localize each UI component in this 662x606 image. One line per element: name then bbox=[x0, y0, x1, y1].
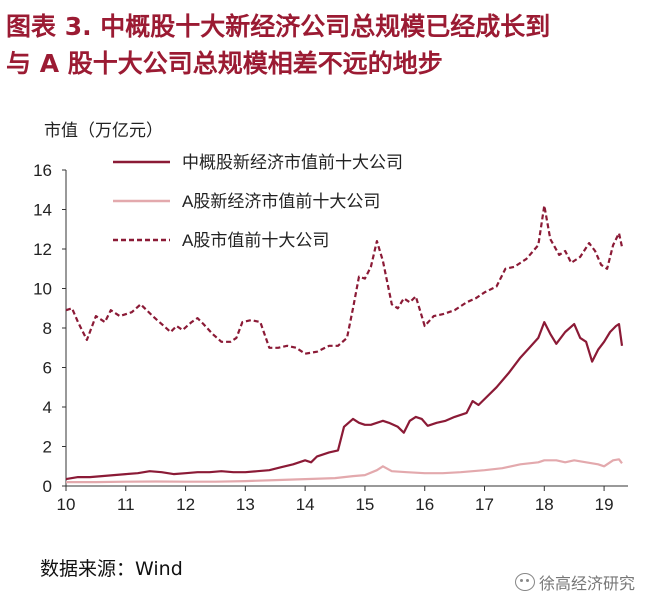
chart-title: 图表 3. 中概股十大新经济公司总规模已经成长到 与 A 股十大公司总规模相差不… bbox=[6, 8, 656, 82]
x-tick-label: 18 bbox=[535, 495, 554, 514]
wechat-icon bbox=[515, 573, 535, 591]
chart-title-line-1: 图表 3. 中概股十大新经济公司总规模已经成长到 bbox=[6, 12, 551, 41]
y-tick-label: 12 bbox=[33, 240, 52, 259]
x-tick-label: 11 bbox=[117, 495, 135, 514]
legend-label-3: A股市值前十大公司 bbox=[182, 231, 329, 250]
y-tick-label: 2 bbox=[43, 438, 52, 457]
x-tick-label: 12 bbox=[176, 495, 195, 514]
legend-label-2: A股新经济市值前十大公司 bbox=[182, 192, 380, 211]
y-axis-label: 市值（万亿元） bbox=[44, 121, 163, 141]
y-tick-label: 0 bbox=[43, 477, 52, 496]
x-tick-label: 15 bbox=[355, 495, 374, 514]
chart-title-line-2: 与 A 股十大公司总规模相差不远的地步 bbox=[6, 49, 443, 78]
series-line-2 bbox=[66, 458, 623, 484]
y-tick-label: 6 bbox=[43, 359, 52, 378]
x-tick-label: 14 bbox=[296, 495, 315, 514]
y-tick-label: 14 bbox=[33, 201, 52, 220]
series-line-3 bbox=[65, 204, 624, 355]
y-tick-label: 10 bbox=[33, 280, 52, 299]
x-tick-label: 13 bbox=[236, 495, 255, 514]
y-tick-label: 8 bbox=[43, 319, 52, 338]
x-tick-label: 19 bbox=[595, 495, 614, 514]
watermark-text: 徐高经济研究 bbox=[539, 574, 636, 593]
y-tick-label: 16 bbox=[33, 161, 52, 180]
source-note: 数据来源：Wind bbox=[40, 558, 183, 580]
y-tick-label: 4 bbox=[43, 398, 52, 417]
x-tick-label: 17 bbox=[475, 495, 494, 514]
x-tick-label: 16 bbox=[415, 495, 434, 514]
x-tick-label: 10 bbox=[57, 495, 76, 514]
legend-label-1: 中概股新经济市值前十大公司 bbox=[182, 153, 403, 172]
series-line-1 bbox=[65, 321, 624, 481]
watermark: 徐高经济研究 bbox=[515, 570, 635, 594]
